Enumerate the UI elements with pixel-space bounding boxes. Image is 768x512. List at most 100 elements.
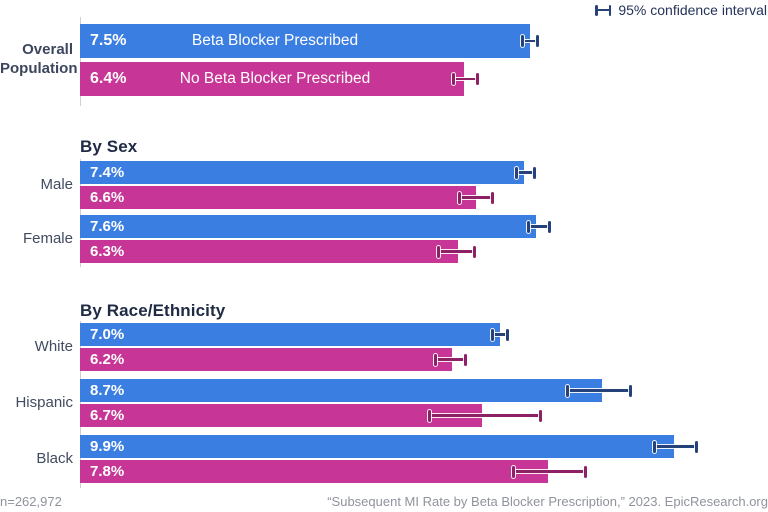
ci-cap-right bbox=[476, 73, 479, 85]
ci-cap-right bbox=[506, 328, 509, 341]
ci-cap-left bbox=[428, 409, 431, 422]
ci-cap-right bbox=[695, 440, 698, 453]
bar-row: 6.2% bbox=[80, 348, 768, 371]
bars-overall-population: 7.5% Beta Blocker Prescribed 6.4% No Beta B… bbox=[80, 24, 768, 96]
ci-cap-right bbox=[584, 465, 587, 478]
bar-row: 6.6% bbox=[80, 186, 768, 209]
bar-group-overall-population: Overall Population 7.5% Beta Blocker Presc… bbox=[0, 24, 768, 96]
bar-no-beta-blocker: 7.8% bbox=[80, 460, 548, 483]
chart-body: Overall Population 7.5% Beta Blocker Presc… bbox=[0, 17, 768, 488]
section-header-by-sex: By Sex bbox=[80, 137, 138, 156]
legend-label: 95% confidence interval bbox=[618, 2, 767, 18]
bar-no-beta-blocker: 6.3% bbox=[80, 240, 458, 263]
bar-value-label: 9.9% bbox=[90, 438, 125, 455]
confidence-interval bbox=[527, 220, 551, 233]
bar-beta-blocker: 7.0% bbox=[80, 323, 500, 346]
bars-white: 7.0% 6.2% bbox=[80, 323, 768, 371]
bar-group-hispanic: Hispanic 8.7% 6.7% bbox=[0, 379, 768, 427]
category-label: White bbox=[34, 337, 73, 355]
section-groups: White 7.0% 6.2% Hispanic 8.7% 6.7% Black 9.9% 7.… bbox=[0, 321, 768, 488]
ci-line bbox=[429, 414, 541, 417]
ci-line bbox=[459, 196, 493, 199]
bar-group-female: Female 7.6% 6.3% bbox=[0, 215, 768, 263]
confidence-interval bbox=[428, 409, 542, 422]
bar-group-black: Black 9.9% 7.8% bbox=[0, 435, 768, 483]
confidence-interval bbox=[515, 166, 536, 179]
ci-cap-left bbox=[491, 328, 494, 341]
ci-cap-right bbox=[464, 353, 467, 366]
bar-beta-blocker: 9.9% bbox=[80, 435, 674, 458]
confidence-interval bbox=[434, 353, 467, 366]
ci-cap-left bbox=[521, 35, 524, 47]
bar-value-label: 6.6% bbox=[90, 189, 125, 206]
bar-row: 6.7% bbox=[80, 404, 768, 427]
sample-size: n=262,972 bbox=[0, 494, 62, 509]
ci-line bbox=[654, 445, 697, 448]
confidence-interval bbox=[491, 328, 509, 341]
chart-footer: n=262,972 “Subsequent MI Rate by Beta Bl… bbox=[0, 494, 768, 509]
bar-row: 6.3% bbox=[80, 240, 768, 263]
section-groups: Male 7.4% 6.6% Female 7.6% 6.3% bbox=[0, 159, 768, 267]
bar-value-label: 6.7% bbox=[90, 407, 125, 424]
citation: “Subsequent MI Rate by Beta Blocker Pres… bbox=[327, 494, 768, 509]
bar-value-label: 6.4% bbox=[90, 70, 127, 87]
ci-cap-right bbox=[608, 4, 612, 16]
ci-cap-right bbox=[539, 409, 542, 422]
bar-value-label: 8.7% bbox=[90, 382, 125, 399]
category-label: Male bbox=[40, 175, 73, 193]
bar-group-white: White 7.0% 6.2% bbox=[0, 323, 768, 371]
ci-cap-left bbox=[653, 440, 656, 453]
bar-row: 7.0% bbox=[80, 323, 768, 346]
error-bar-icon bbox=[595, 4, 612, 16]
confidence-interval bbox=[566, 384, 632, 397]
confidence-interval bbox=[521, 35, 539, 47]
ci-line bbox=[435, 358, 466, 361]
ci-cap-left bbox=[515, 166, 518, 179]
ci-cap-left bbox=[434, 353, 437, 366]
bar-value-label: 7.4% bbox=[90, 164, 125, 181]
category-label: Black bbox=[36, 449, 73, 467]
ci-cap-left bbox=[512, 465, 515, 478]
category-label: Overall Population bbox=[0, 41, 78, 77]
bars-black: 9.9% 7.8% bbox=[80, 435, 768, 483]
section-groups: Overall Population 7.5% Beta Blocker Presc… bbox=[0, 17, 768, 106]
bar-value-label: 7.5% bbox=[90, 32, 127, 49]
ci-legend: 95% confidence interval bbox=[595, 2, 767, 18]
ci-line bbox=[528, 225, 550, 228]
series-label: Beta Blocker Prescribed bbox=[191, 32, 359, 49]
confidence-interval bbox=[512, 465, 587, 478]
ci-cap-left bbox=[437, 245, 440, 258]
bars-male: 7.4% 6.6% bbox=[80, 161, 768, 209]
section-by-race-ethnicity: By Race/Ethnicity White 7.0% 6.2% Hispanic 8.… bbox=[0, 300, 768, 488]
ci-cap-right bbox=[473, 245, 476, 258]
bar-beta-blocker: 7.4% bbox=[80, 161, 524, 184]
bar-row: 8.7% bbox=[80, 379, 768, 402]
confidence-interval bbox=[653, 440, 698, 453]
confidence-interval bbox=[437, 245, 476, 258]
ci-cap-right bbox=[533, 166, 536, 179]
ci-cap-left bbox=[452, 73, 455, 85]
section-header-by-race-ethnicity: By Race/Ethnicity bbox=[80, 301, 226, 320]
bar-value-label: 7.6% bbox=[90, 218, 125, 235]
axis-baseline bbox=[80, 17, 81, 106]
bar-no-beta-blocker: 6.6% bbox=[80, 186, 476, 209]
bar-row: 7.6% bbox=[80, 215, 768, 238]
bar-beta-blocker: 8.7% bbox=[80, 379, 602, 402]
ci-cap-right bbox=[491, 191, 494, 204]
ci-cap-right bbox=[536, 35, 539, 47]
bars-female: 7.6% 6.3% bbox=[80, 215, 768, 263]
bars-hispanic: 8.7% 6.7% bbox=[80, 379, 768, 427]
bar-beta-blocker: 7.5% Beta Blocker Prescribed bbox=[80, 24, 530, 58]
bar-row: 6.4% No Beta Blocker Prescribed bbox=[80, 62, 768, 96]
bar-value-label: 6.2% bbox=[90, 351, 125, 368]
category-label: Female bbox=[22, 229, 73, 247]
section-overall: Overall Population 7.5% Beta Blocker Presc… bbox=[0, 17, 768, 106]
ci-cap-left bbox=[566, 384, 569, 397]
ci-cap-right bbox=[548, 220, 551, 233]
section-by-sex: By Sex Male 7.4% 6.6% Female 7.6% 6.3% bbox=[0, 136, 768, 267]
ci-cap-right bbox=[629, 384, 632, 397]
ci-line bbox=[567, 389, 631, 392]
ci-line bbox=[492, 333, 508, 336]
confidence-interval bbox=[452, 73, 479, 85]
ci-line bbox=[513, 470, 586, 473]
